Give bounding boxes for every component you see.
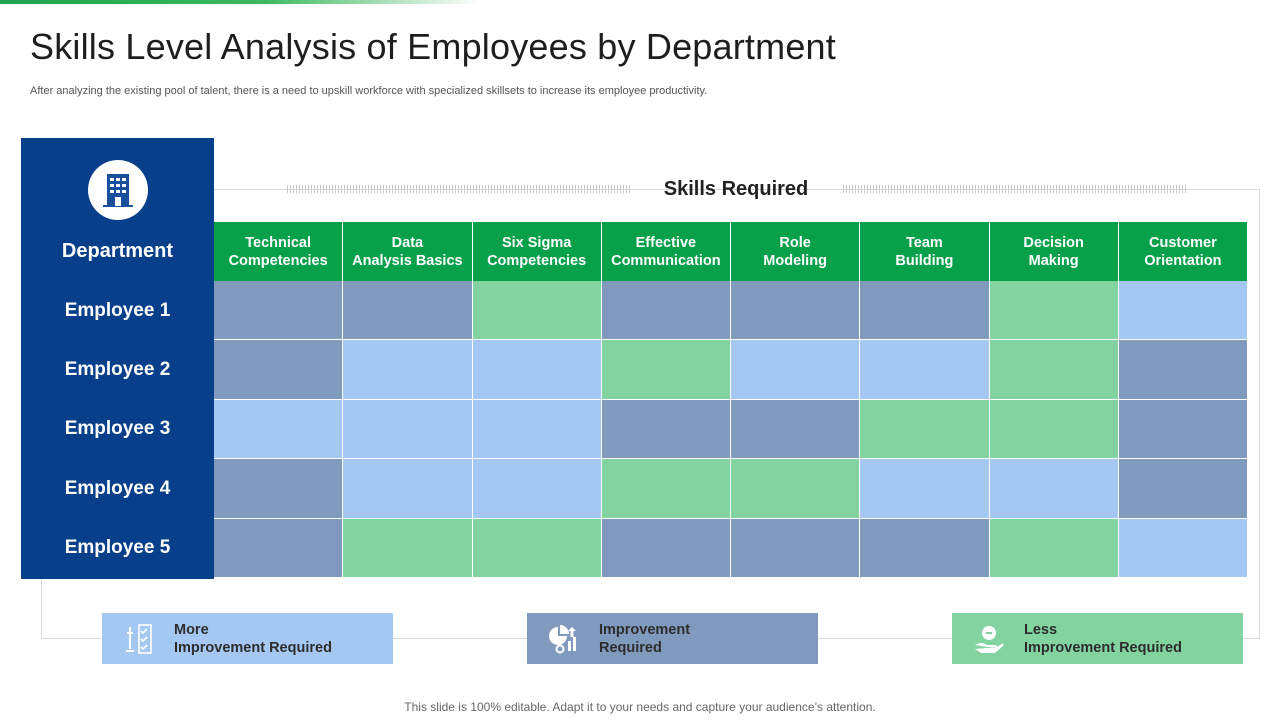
skill-header: Technical Competencies: [214, 222, 344, 281]
matrix-cell-more: [989, 459, 1119, 519]
department-label: Department: [61, 240, 174, 262]
employee-label: Employee 2: [64, 359, 171, 380]
legend-text-line1: Less: [1024, 621, 1058, 638]
matrix-cell-improvement: [214, 281, 344, 341]
skill-header-line: Modeling: [763, 252, 827, 269]
matrix-cell-improvement: [1118, 459, 1248, 519]
employee-label: Employee 5: [64, 537, 171, 558]
skill-header-line: Six Sigma: [501, 234, 572, 251]
skill-header: Effective Communication: [601, 222, 731, 281]
hand-coin-icon: [972, 622, 1006, 656]
matrix-cell-more: [731, 340, 861, 400]
matrix-cell-more: [1118, 518, 1248, 578]
matrix-cell-improvement: [214, 459, 344, 519]
matrix-cell-improvement: [731, 281, 861, 341]
matrix-cell-more: [1118, 281, 1248, 341]
skill-header: Six Sigma Competencies: [472, 222, 602, 281]
page-subtitle: After analyzing the existing pool of tal…: [30, 85, 708, 97]
matrix-cell-improvement: [1118, 340, 1248, 400]
legend-text-line2: Improvement Required: [174, 639, 332, 656]
matrix-cell-less: [989, 340, 1119, 400]
footer-note: This slide is 100% editable. Adapt it to…: [404, 700, 876, 714]
building-icon: [88, 160, 148, 220]
skill-header-line: Analysis Basics: [352, 252, 463, 269]
matrix-cell-improvement: [343, 281, 473, 341]
skill-header-line: Team: [905, 234, 943, 251]
skill-header: Role Modeling: [731, 222, 861, 281]
matrix-cell-improvement: [214, 518, 344, 578]
matrix-cell-more: [860, 459, 990, 519]
skill-header-line: Making: [1028, 252, 1079, 269]
skill-header-line: Building: [895, 252, 954, 269]
matrix-cell-improvement: [601, 518, 731, 578]
matrix-cell-more: [472, 399, 602, 460]
matrix-cell-less: [601, 459, 731, 519]
skill-header: Customer Orientation: [1118, 222, 1248, 281]
skill-header-line: Role: [779, 234, 811, 251]
skill-header: Decision Making: [989, 222, 1119, 281]
matrix-cell-more: [472, 459, 602, 519]
matrix-cell-more: [343, 340, 473, 400]
matrix-cell-more: [860, 340, 990, 400]
matrix-cell-more: [343, 459, 473, 519]
matrix-cell-improvement: [731, 518, 861, 578]
matrix-cell-more: [343, 399, 473, 460]
skills-required-title: Skills Required: [663, 178, 809, 200]
skill-header-line: Data: [391, 234, 424, 251]
skill-header: Data Analysis Basics: [343, 222, 473, 281]
matrix-cell-less: [860, 399, 990, 460]
legend-text-line2: Required: [599, 639, 662, 656]
matrix-cell-improvement: [601, 399, 731, 460]
matrix-cell-improvement: [860, 518, 990, 578]
matrix-cell-less: [601, 340, 731, 400]
matrix-cell-less: [472, 281, 602, 341]
legend-text-line1: Improvement: [599, 621, 691, 638]
legend-text-line1: More: [174, 621, 209, 638]
legend-less-improvement: Less Improvement Required: [952, 613, 1243, 664]
employee-label: Employee 4: [64, 478, 171, 499]
matrix-cell-improvement: [731, 399, 861, 460]
skill-header-line: Competencies: [228, 252, 328, 269]
legend-improvement-required: Improvement Required: [527, 613, 818, 664]
matrix-cell-less: [989, 281, 1119, 341]
skill-header-line: Customer: [1149, 234, 1217, 251]
matrix-cell-improvement: [1118, 399, 1248, 460]
matrix-cell-improvement: [214, 340, 344, 400]
matrix-cell-improvement: [860, 281, 990, 341]
divider-line-right: [843, 185, 1186, 193]
skill-header-line: Communication: [611, 252, 721, 269]
skill-header-line: Effective: [635, 234, 697, 251]
employee-label: Employee 1: [64, 300, 171, 321]
skill-header-line: Competencies: [487, 252, 587, 269]
divider-line-left: [287, 185, 630, 193]
skill-header-line: Orientation: [1144, 252, 1222, 269]
matrix-cell-improvement: [601, 281, 731, 341]
matrix-cell-less: [989, 518, 1119, 578]
growth-chart-icon: [547, 622, 581, 656]
skill-header-line: Technical: [245, 234, 312, 251]
skill-header: Team Building: [860, 222, 990, 281]
legend-text-line2: Improvement Required: [1024, 639, 1182, 656]
skills-matrix: Technical Competencies Data Analysis Basics…: [214, 222, 1248, 578]
matrix-cell-less: [472, 518, 602, 578]
matrix-cell-less: [989, 399, 1119, 460]
legend-more-improvement: More Improvement Required: [102, 613, 393, 664]
employee-label: Employee 3: [64, 418, 171, 439]
matrix-cell-more: [214, 399, 344, 460]
matrix-cell-less: [343, 518, 473, 578]
matrix-cell-less: [731, 459, 861, 519]
top-accent-bar: [0, 0, 480, 4]
matrix-cell-more: [472, 340, 602, 400]
checklist-icon: [122, 622, 156, 656]
skill-header-line: Decision: [1023, 234, 1084, 251]
page-title: Skills Level Analysis of Employees by De…: [30, 26, 836, 67]
